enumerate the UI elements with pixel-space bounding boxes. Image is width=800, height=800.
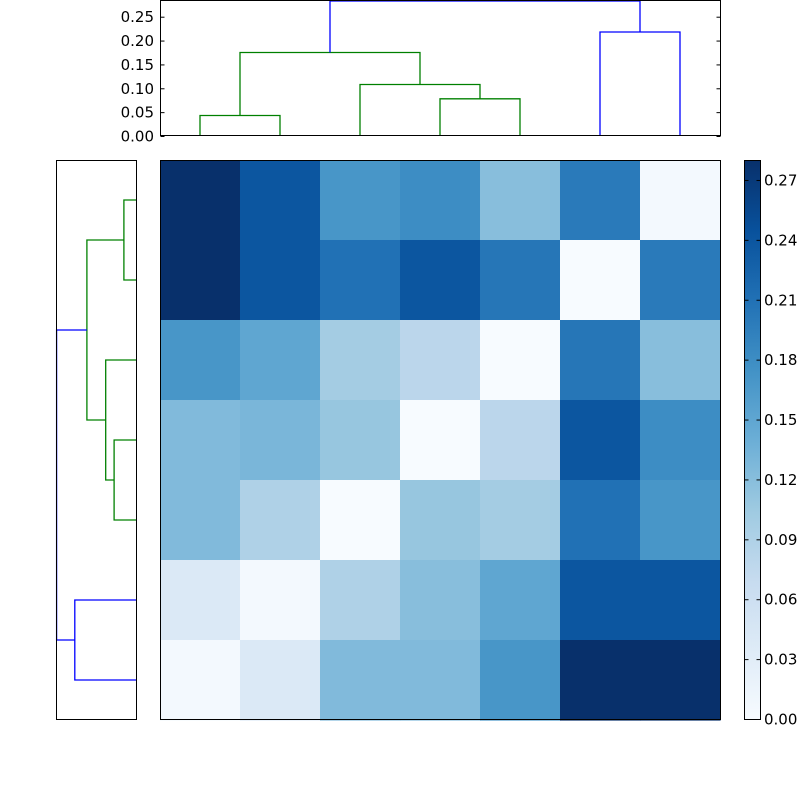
colorbar-tick-label: 0.21	[764, 291, 797, 309]
heatmap-cell	[480, 640, 561, 721]
heatmap-cell	[480, 400, 561, 481]
heatmap-cell	[320, 560, 401, 641]
heatmap-cells	[160, 160, 721, 721]
heatmap-cell	[240, 640, 321, 721]
heatmap-cell	[160, 560, 241, 641]
heatmap-cell	[640, 400, 721, 481]
heatmap-cell	[480, 560, 561, 641]
heatmap-cell	[320, 400, 401, 481]
heatmap-cell	[560, 160, 641, 241]
heatmap-cell	[560, 240, 641, 321]
colorbar-tick-label: 0.00	[764, 711, 797, 729]
heatmap-cell	[320, 640, 401, 721]
top-dendrogram-tick-label: 0.25	[121, 8, 154, 26]
heatmap-cell	[240, 160, 321, 241]
heatmap-frame	[160, 160, 721, 720]
heatmap-cell	[320, 240, 401, 321]
heatmap-cell	[480, 160, 561, 241]
heatmap-cell	[160, 640, 241, 721]
top-dendrogram-tick-label: 0.15	[121, 56, 154, 74]
top-dendrogram-tick-label: 0.00	[121, 128, 154, 146]
heatmap-cell	[480, 480, 561, 561]
heatmap-cell	[640, 320, 721, 401]
heatmap-cell	[640, 640, 721, 721]
top-dendrogram-frame	[160, 0, 721, 136]
heatmap-cell	[640, 240, 721, 321]
heatmap-cell	[160, 480, 241, 561]
heatmap-cell	[240, 560, 321, 641]
colorbar-tick-label: 0.15	[764, 411, 797, 429]
heatmap-cell	[400, 560, 481, 641]
heatmap-cell	[240, 400, 321, 481]
heatmap-cell	[560, 640, 641, 721]
top-dendrogram: 0.00 0.05 0.10 0.15 0.20 0.25	[121, 0, 721, 146]
top-dendrogram-tick-label: 0.10	[121, 80, 154, 98]
top-dendrogram-tick-label: 0.20	[121, 32, 154, 50]
heatmap-cell	[640, 480, 721, 561]
colorbar-tick-label: 0.06	[764, 591, 797, 609]
heatmap-cell	[480, 240, 561, 321]
heatmap-cell	[320, 160, 401, 241]
colorbar: 0.00 0.03 0.06 0.09 0.12 0.15 0.18 0.21 0.24 0.27	[744, 160, 797, 729]
heatmap-cell	[400, 320, 481, 401]
colorbar-tick-label: 0.24	[764, 231, 797, 249]
heatmap-cell	[400, 240, 481, 321]
heatmap-cell	[560, 560, 641, 641]
top-dendrogram-y-axis: 0.00 0.05 0.10 0.15 0.20 0.25	[121, 8, 721, 146]
colorbar-gradient	[744, 160, 761, 720]
heatmap-cell	[400, 400, 481, 481]
heatmap-cell	[160, 240, 241, 321]
heatmap-cell	[240, 320, 321, 401]
heatmap-cell	[320, 480, 401, 561]
heatmap-cell	[480, 320, 561, 401]
colorbar-ticks: 0.00 0.03 0.06 0.09 0.12 0.15 0.18 0.21 0.24 0.27	[744, 171, 797, 729]
colorbar-tick-label: 0.18	[764, 351, 797, 369]
heatmap-cell	[240, 480, 321, 561]
heatmap-cell	[320, 320, 401, 401]
heatmap-cell	[400, 160, 481, 241]
heatmap-cell	[400, 640, 481, 721]
heatmap-cell	[160, 160, 241, 241]
heatmap-cell	[400, 480, 481, 561]
heatmap	[160, 160, 721, 721]
left-dendrogram-frame	[56, 160, 137, 720]
heatmap-cell	[160, 400, 241, 481]
colorbar-tick-label: 0.12	[764, 471, 797, 489]
heatmap-cell	[560, 480, 641, 561]
colorbar-tick-label: 0.27	[764, 171, 797, 189]
heatmap-cell	[160, 320, 241, 401]
heatmap-cell	[640, 560, 721, 641]
heatmap-cell	[560, 400, 641, 481]
colorbar-tick-label: 0.03	[764, 651, 797, 669]
left-dendrogram	[55, 160, 137, 720]
top-dendrogram-tick-label: 0.05	[121, 104, 154, 122]
heatmap-cell	[560, 320, 641, 401]
heatmap-cell	[640, 160, 721, 241]
heatmap-cell	[240, 240, 321, 321]
colorbar-frame	[744, 160, 761, 720]
colorbar-tick-label: 0.09	[764, 531, 797, 549]
